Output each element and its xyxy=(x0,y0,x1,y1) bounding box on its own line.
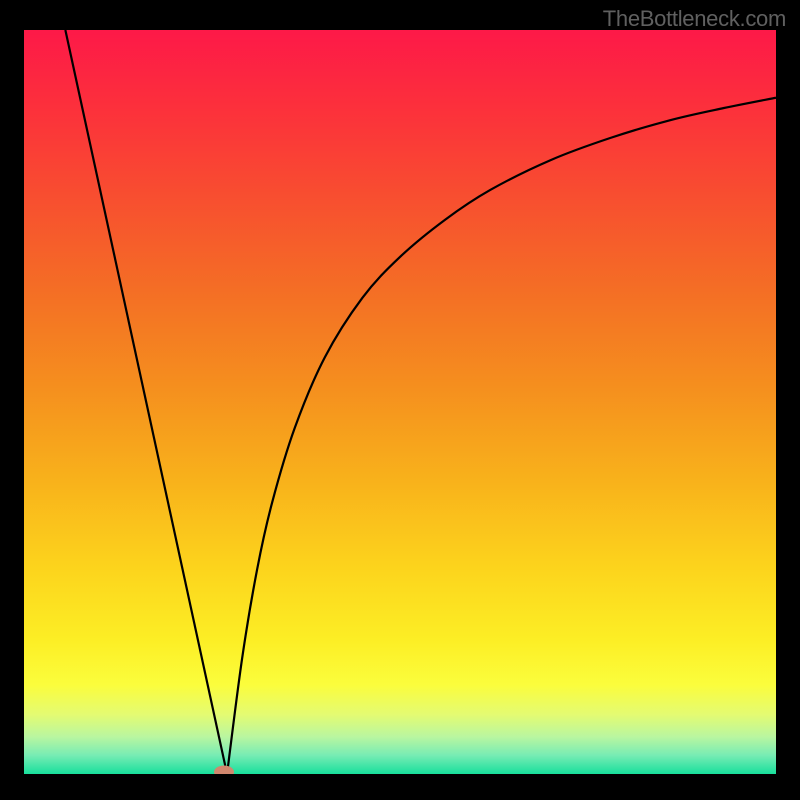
plot-area xyxy=(24,30,776,774)
watermark-text: TheBottleneck.com xyxy=(603,6,786,32)
bottleneck-plot-svg xyxy=(24,30,776,774)
chart-container: TheBottleneck.com xyxy=(0,0,800,800)
plot-background xyxy=(24,30,776,774)
dip-marker xyxy=(214,765,234,774)
